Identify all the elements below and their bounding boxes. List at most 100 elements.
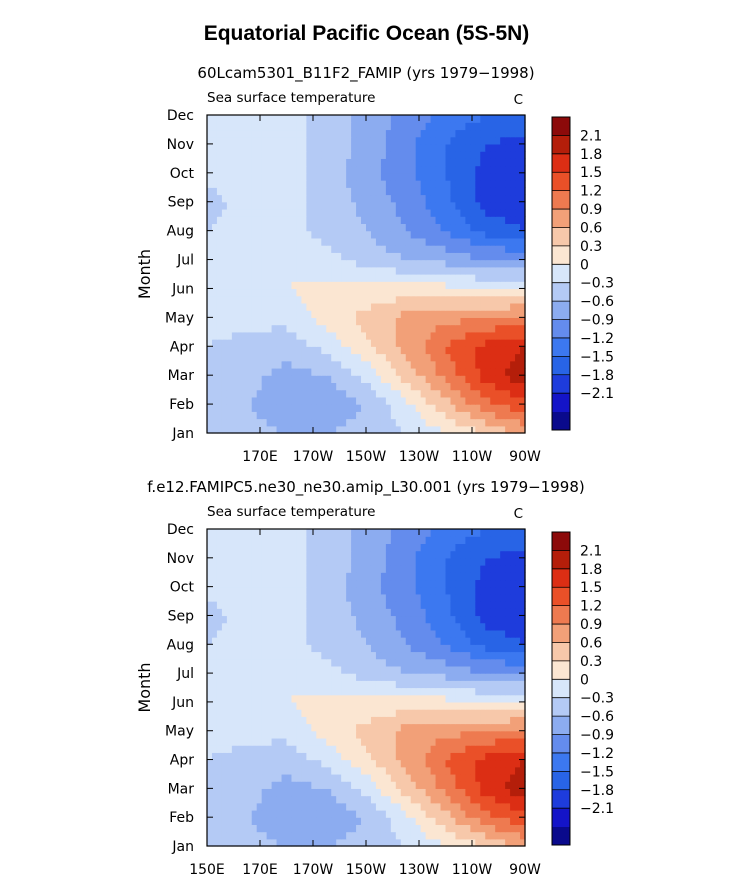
heat-cell xyxy=(341,180,347,188)
heat-cell xyxy=(356,151,362,159)
heat-cell xyxy=(261,324,268,333)
heat-cell xyxy=(390,759,397,768)
heat-cell xyxy=(306,809,312,818)
heat-cell xyxy=(490,281,496,290)
heat-cell xyxy=(445,295,452,304)
heat-cell xyxy=(400,766,407,775)
heat-cell xyxy=(211,665,218,674)
heat-cell xyxy=(351,773,357,782)
heat-cell xyxy=(405,817,412,825)
heat-cell xyxy=(211,266,218,275)
heat-cell xyxy=(211,411,218,420)
heat-cell xyxy=(460,143,466,152)
heat-cell xyxy=(366,730,372,739)
heat-cell xyxy=(291,809,298,818)
heat-cell xyxy=(440,781,447,789)
heat-cell xyxy=(321,766,327,775)
heat-cell xyxy=(251,745,258,753)
heat-cell xyxy=(490,331,496,340)
heat-cell xyxy=(415,773,422,782)
heat-cell xyxy=(435,331,442,340)
heat-cell xyxy=(246,187,253,196)
heat-cell xyxy=(395,838,402,847)
heat-cell xyxy=(266,781,273,789)
heat-cell xyxy=(515,687,521,696)
heat-cell xyxy=(420,129,427,138)
heat-cell xyxy=(311,802,317,811)
heat-cell xyxy=(241,360,248,369)
heat-cell xyxy=(470,346,476,355)
heat-cell xyxy=(515,324,521,333)
heat-cell xyxy=(510,709,516,717)
heat-cell xyxy=(226,230,233,239)
heat-cell xyxy=(256,331,263,340)
heat-cell xyxy=(256,339,263,347)
heat-cell xyxy=(515,788,521,797)
heat-cell xyxy=(366,302,372,311)
heat-cell xyxy=(390,252,397,261)
heat-cell xyxy=(211,346,218,355)
heat-cell xyxy=(415,673,422,681)
heat-cell xyxy=(341,730,347,739)
heat-cell xyxy=(306,237,312,246)
heat-cell xyxy=(256,288,263,297)
heat-cell xyxy=(510,809,516,818)
heat-cell xyxy=(226,201,233,210)
heat-cell xyxy=(435,165,442,174)
heat-cell xyxy=(296,622,303,631)
heat-cell xyxy=(440,809,447,818)
heat-cell xyxy=(395,716,402,725)
colorbar-swatch xyxy=(552,190,570,210)
heat-cell xyxy=(430,817,437,825)
heat-cell xyxy=(465,151,471,159)
heat-cell xyxy=(341,418,347,427)
heat-cell xyxy=(296,194,303,203)
heat-cell xyxy=(266,838,273,847)
heat-cell xyxy=(515,680,521,689)
heat-cell xyxy=(236,115,243,123)
heat-cell xyxy=(326,644,332,653)
heat-cell xyxy=(336,360,342,369)
heat-cell xyxy=(455,411,462,420)
heat-cell xyxy=(296,730,303,739)
heat-cell xyxy=(490,136,496,145)
heat-cell xyxy=(460,158,466,167)
heat-cell xyxy=(460,115,466,123)
heat-cell xyxy=(435,838,442,847)
heat-cell xyxy=(435,180,442,188)
heat-cell xyxy=(470,716,476,725)
heat-cell xyxy=(370,288,377,297)
heat-cell xyxy=(296,180,303,188)
heat-cell xyxy=(311,281,317,290)
heat-cell xyxy=(316,658,322,667)
heat-cell xyxy=(271,122,278,131)
heat-cell xyxy=(231,824,238,833)
heat-cell xyxy=(405,288,412,297)
heat-cell xyxy=(495,824,501,833)
heat-cell xyxy=(455,115,462,123)
heat-cell xyxy=(395,694,402,703)
heat-cell xyxy=(316,425,322,434)
heat-cell xyxy=(430,781,437,789)
colorbar-swatch xyxy=(552,393,570,412)
heat-cell xyxy=(211,367,218,376)
heat-cell xyxy=(430,788,437,797)
heat-cell xyxy=(271,324,278,333)
heat-cell xyxy=(221,687,228,696)
heat-cell xyxy=(246,281,253,290)
heat-cell xyxy=(495,194,501,203)
heat-cell xyxy=(445,687,452,696)
heat-cell xyxy=(341,709,347,717)
heat-cell xyxy=(301,615,307,624)
heat-cell xyxy=(410,382,417,391)
heat-cell xyxy=(460,404,466,412)
heat-cell xyxy=(390,745,397,753)
heat-cell xyxy=(226,824,233,833)
heat-cell xyxy=(480,759,486,768)
heat-cell xyxy=(460,766,466,775)
heat-cell xyxy=(226,346,233,355)
heat-cell xyxy=(256,360,263,369)
heat-cell xyxy=(311,346,317,355)
heat-cell xyxy=(490,143,496,152)
heat-cell xyxy=(336,245,342,253)
